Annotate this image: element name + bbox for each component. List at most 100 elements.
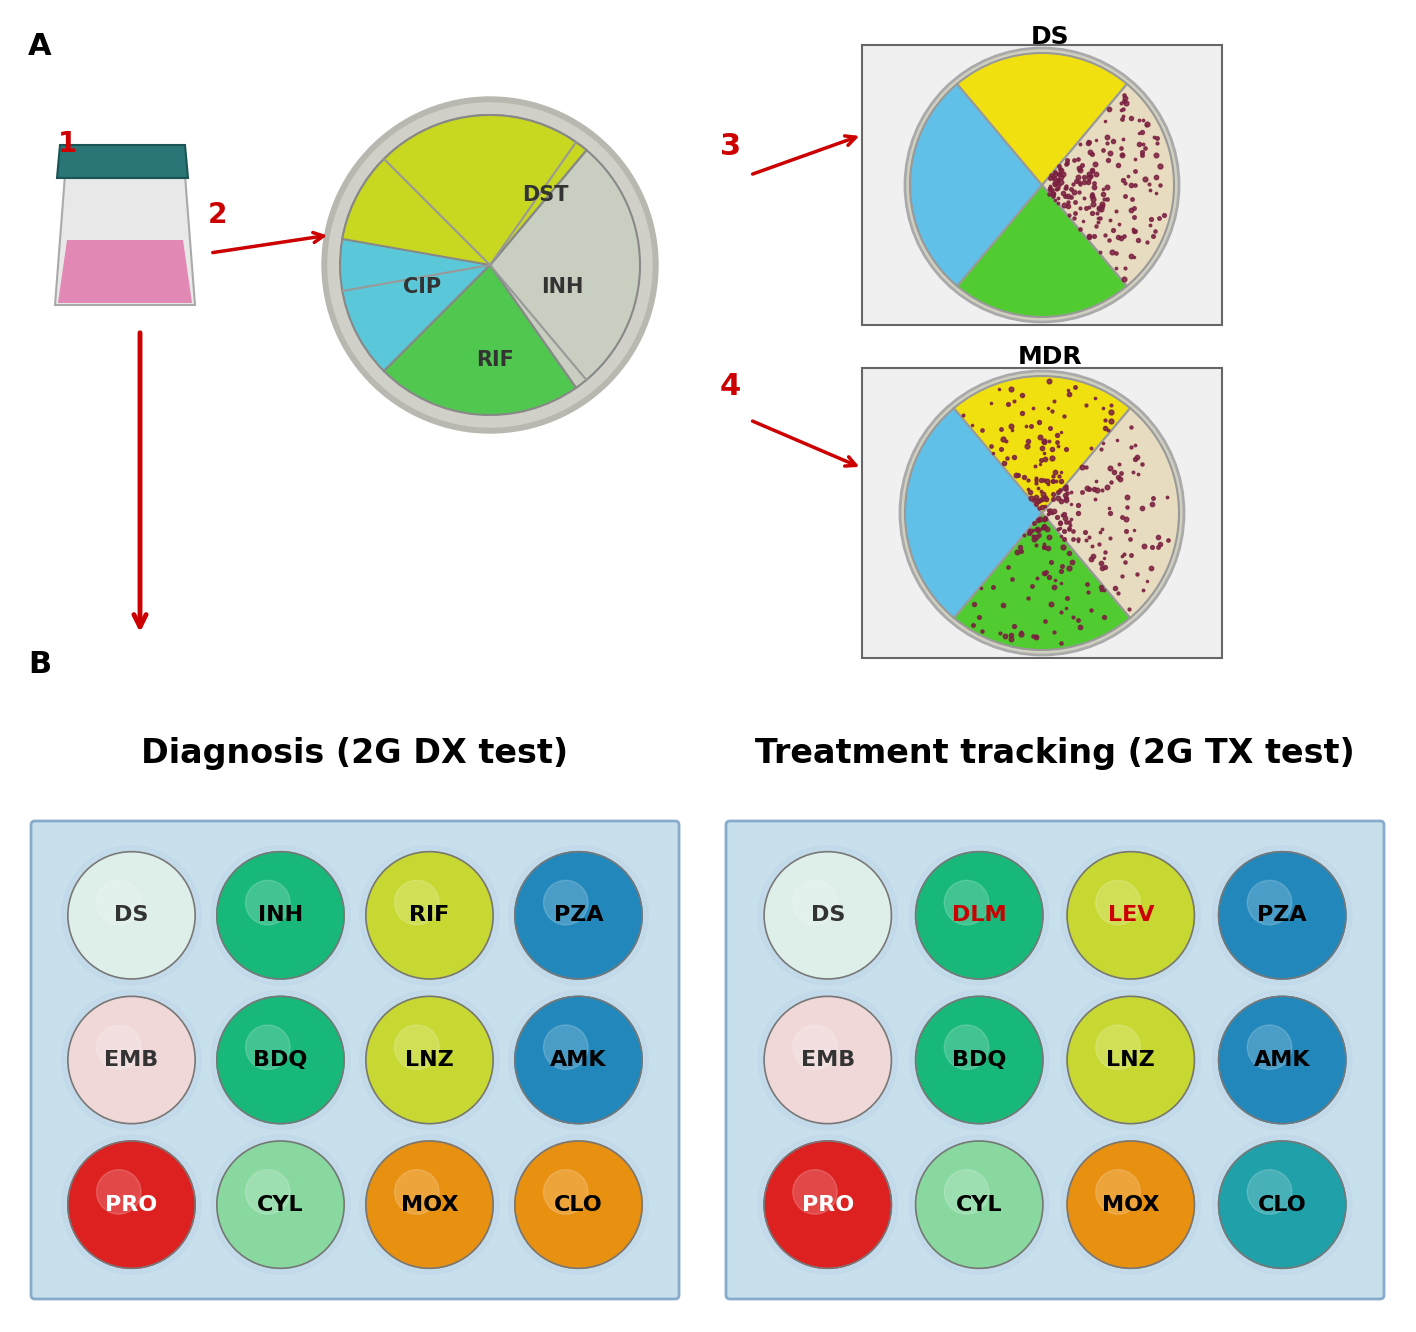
Circle shape <box>211 1135 350 1275</box>
Circle shape <box>793 1026 837 1070</box>
Circle shape <box>916 851 1044 979</box>
Text: RIF: RIF <box>409 906 450 926</box>
Text: INH: INH <box>258 906 303 926</box>
Text: BDQ: BDQ <box>253 1050 307 1070</box>
Text: CIP: CIP <box>404 277 440 297</box>
Polygon shape <box>55 174 195 305</box>
Circle shape <box>96 880 142 924</box>
Circle shape <box>68 851 195 979</box>
Circle shape <box>211 846 350 984</box>
Text: RIF: RIF <box>476 350 514 370</box>
Text: LEV: LEV <box>1107 906 1154 926</box>
Circle shape <box>360 991 500 1130</box>
Text: 3: 3 <box>719 132 741 161</box>
Circle shape <box>544 1169 588 1215</box>
Text: PZA: PZA <box>1257 906 1307 926</box>
Text: CLO: CLO <box>1257 1195 1307 1215</box>
Wedge shape <box>1042 84 1174 286</box>
Circle shape <box>1212 991 1352 1130</box>
Text: DS: DS <box>1031 25 1069 49</box>
Circle shape <box>944 880 988 924</box>
Wedge shape <box>954 513 1130 650</box>
Circle shape <box>1061 991 1201 1130</box>
Circle shape <box>395 880 439 924</box>
Circle shape <box>1219 851 1345 979</box>
Circle shape <box>365 1142 493 1268</box>
Circle shape <box>944 1026 988 1070</box>
Circle shape <box>217 996 344 1124</box>
Circle shape <box>758 846 898 984</box>
Text: PRO: PRO <box>105 1195 157 1215</box>
Text: BDQ: BDQ <box>952 1050 1007 1070</box>
Text: LNZ: LNZ <box>405 1050 455 1070</box>
Circle shape <box>68 996 195 1124</box>
Circle shape <box>916 996 1044 1124</box>
Circle shape <box>1096 1026 1140 1070</box>
Circle shape <box>515 851 641 979</box>
Circle shape <box>1068 851 1195 979</box>
Circle shape <box>1061 1135 1201 1275</box>
Circle shape <box>245 1026 290 1070</box>
Text: INH: INH <box>541 277 583 297</box>
Text: EMB: EMB <box>105 1050 159 1070</box>
Text: CLO: CLO <box>554 1195 603 1215</box>
Polygon shape <box>58 240 193 302</box>
Wedge shape <box>957 53 1127 185</box>
Wedge shape <box>957 185 1127 317</box>
Text: MOX: MOX <box>1102 1195 1160 1215</box>
Wedge shape <box>954 376 1130 513</box>
Text: AMK: AMK <box>551 1050 606 1070</box>
Text: CYL: CYL <box>258 1195 304 1215</box>
Text: Treatment tracking (2G TX test): Treatment tracking (2G TX test) <box>755 737 1355 770</box>
Circle shape <box>1219 996 1345 1124</box>
Circle shape <box>1212 1135 1352 1275</box>
Text: 4: 4 <box>719 372 741 401</box>
Circle shape <box>1068 1142 1195 1268</box>
FancyBboxPatch shape <box>726 821 1383 1299</box>
Circle shape <box>1061 846 1201 984</box>
Polygon shape <box>57 145 188 178</box>
Circle shape <box>1247 880 1291 924</box>
Text: MOX: MOX <box>401 1195 459 1215</box>
Wedge shape <box>910 84 1042 286</box>
Circle shape <box>1068 996 1195 1124</box>
Wedge shape <box>340 115 586 372</box>
Circle shape <box>758 1135 898 1275</box>
Text: DST: DST <box>521 185 568 205</box>
Circle shape <box>765 996 892 1124</box>
Circle shape <box>1219 1142 1345 1268</box>
Circle shape <box>793 880 837 924</box>
Circle shape <box>544 1026 588 1070</box>
Circle shape <box>245 880 290 924</box>
Circle shape <box>62 846 201 984</box>
Text: MDR: MDR <box>1018 345 1082 369</box>
Circle shape <box>909 991 1049 1130</box>
Circle shape <box>544 880 588 924</box>
Circle shape <box>765 851 892 979</box>
Circle shape <box>321 97 658 433</box>
Text: DS: DS <box>115 906 149 926</box>
Text: EMB: EMB <box>800 1050 855 1070</box>
Circle shape <box>944 1169 988 1215</box>
Circle shape <box>758 991 898 1130</box>
Text: LNZ: LNZ <box>1106 1050 1155 1070</box>
Text: PRO: PRO <box>801 1195 854 1215</box>
Circle shape <box>211 991 350 1130</box>
Circle shape <box>916 1142 1044 1268</box>
Wedge shape <box>1042 408 1180 618</box>
Circle shape <box>765 1142 892 1268</box>
Circle shape <box>395 1026 439 1070</box>
Circle shape <box>909 846 1049 984</box>
Circle shape <box>515 1142 641 1268</box>
Text: 2: 2 <box>208 201 228 229</box>
Text: DS: DS <box>810 906 845 926</box>
Text: DLM: DLM <box>952 906 1007 926</box>
Circle shape <box>1247 1026 1291 1070</box>
Text: 1: 1 <box>58 131 78 159</box>
Circle shape <box>217 1142 344 1268</box>
Text: B: B <box>28 650 51 679</box>
Circle shape <box>360 846 500 984</box>
Circle shape <box>515 996 641 1124</box>
Circle shape <box>905 48 1180 322</box>
Text: AMK: AMK <box>1255 1050 1310 1070</box>
